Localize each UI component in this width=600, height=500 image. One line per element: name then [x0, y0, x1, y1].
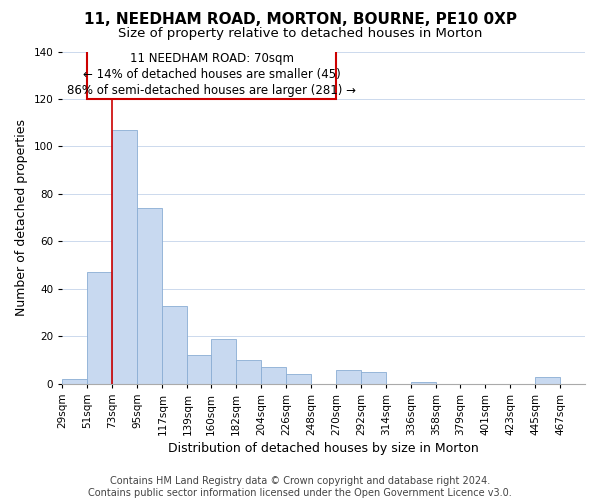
Y-axis label: Number of detached properties: Number of detached properties — [15, 119, 28, 316]
Bar — [236, 360, 261, 384]
Bar — [336, 370, 361, 384]
Bar — [535, 377, 560, 384]
Text: Size of property relative to detached houses in Morton: Size of property relative to detached ho… — [118, 26, 482, 40]
Bar — [88, 272, 112, 384]
X-axis label: Distribution of detached houses by size in Morton: Distribution of detached houses by size … — [168, 442, 479, 455]
Bar — [137, 208, 163, 384]
Bar — [361, 372, 386, 384]
Bar — [163, 306, 187, 384]
Bar — [112, 130, 137, 384]
Bar — [211, 339, 236, 384]
Bar — [261, 368, 286, 384]
Text: Contains HM Land Registry data © Crown copyright and database right 2024.
Contai: Contains HM Land Registry data © Crown c… — [88, 476, 512, 498]
Bar — [187, 356, 211, 384]
Bar — [62, 379, 88, 384]
Text: 11, NEEDHAM ROAD, MORTON, BOURNE, PE10 0XP: 11, NEEDHAM ROAD, MORTON, BOURNE, PE10 0… — [83, 12, 517, 28]
Text: 11 NEEDHAM ROAD: 70sqm: 11 NEEDHAM ROAD: 70sqm — [130, 52, 294, 64]
Text: ← 14% of detached houses are smaller (45): ← 14% of detached houses are smaller (45… — [83, 68, 341, 80]
Bar — [286, 374, 311, 384]
Text: 86% of semi-detached houses are larger (281) →: 86% of semi-detached houses are larger (… — [67, 84, 356, 96]
FancyBboxPatch shape — [88, 49, 336, 99]
Bar — [411, 382, 436, 384]
